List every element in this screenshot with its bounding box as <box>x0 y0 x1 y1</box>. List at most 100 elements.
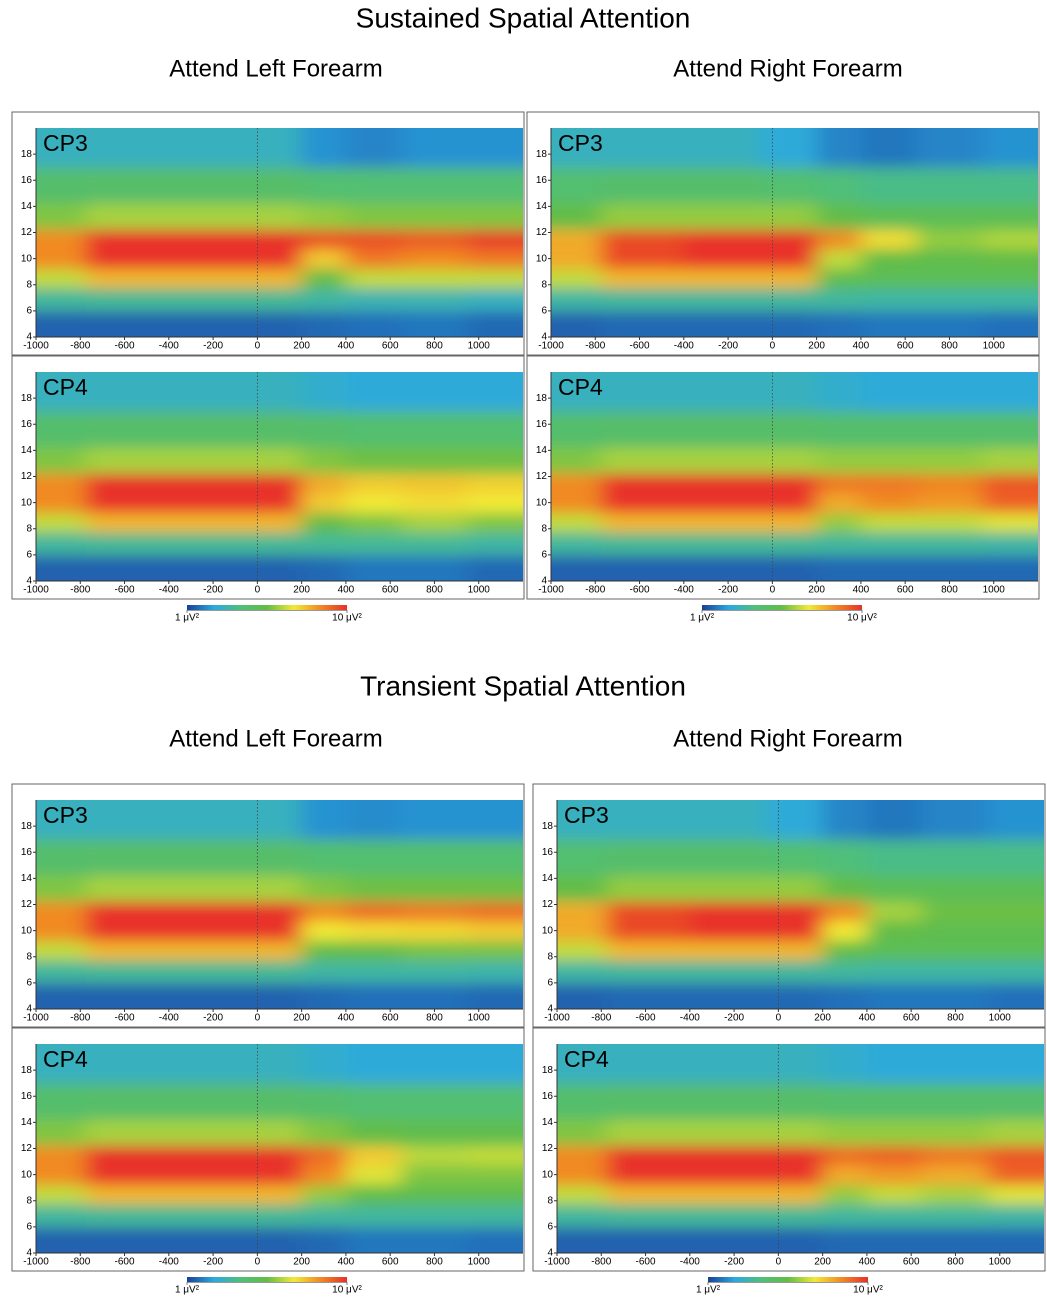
x-tick-label: 0 <box>776 1013 782 1024</box>
heatmap-cell <box>600 268 685 289</box>
heatmap-cell <box>600 203 685 230</box>
y-tick-label: 14 <box>21 1117 33 1128</box>
heatmap-cell <box>816 411 862 448</box>
column-title: Attend Right Forearm <box>673 725 902 752</box>
heatmap-cell <box>467 310 523 337</box>
colorbar-label: 1 μV² <box>696 1285 721 1296</box>
x-tick-label: -400 <box>159 1013 179 1024</box>
heatmap-cell <box>683 492 762 513</box>
heatmap-cell <box>988 875 1044 902</box>
x-tick-label: 0 <box>776 1257 782 1268</box>
heatmap-cell <box>557 940 608 961</box>
heatmap-cell <box>467 532 523 556</box>
colorbar <box>702 605 862 610</box>
heatmap-cell <box>301 1083 347 1120</box>
x-tick-label: -400 <box>674 341 694 352</box>
heatmap-cell <box>689 1164 768 1185</box>
heatmap-cell <box>816 372 862 412</box>
heatmap-cells <box>551 372 1038 581</box>
heatmap-cell <box>168 1226 247 1253</box>
heatmap-cell <box>988 1044 1044 1084</box>
heatmap-cell <box>401 1145 469 1166</box>
heatmap-cell <box>916 167 984 204</box>
heatmap-cell <box>246 268 303 289</box>
heatmap-cell <box>689 1204 768 1228</box>
heatmap-cell <box>467 372 523 412</box>
heatmap-cell <box>36 268 87 289</box>
heatmap-cell <box>860 310 917 337</box>
heatmap-cell <box>467 1184 523 1205</box>
heatmap-cell <box>36 473 87 494</box>
heatmap-cell <box>85 288 170 312</box>
heatmap-cell <box>916 473 984 494</box>
x-tick-label: 200 <box>814 1013 831 1024</box>
heatmap-cell <box>168 447 247 474</box>
x-tick-label: 1000 <box>468 341 491 352</box>
heatmap-cell <box>761 128 818 168</box>
channel-label: CP4 <box>558 374 603 400</box>
heatmap-cell <box>922 1226 990 1253</box>
heatmap-cell <box>600 532 685 556</box>
heatmap-cell <box>816 492 862 513</box>
heatmap <box>36 372 523 581</box>
heatmap-cell <box>767 839 824 876</box>
heatmap-cell <box>860 447 917 474</box>
heatmap-cell <box>345 492 402 513</box>
heatmap-cell <box>345 447 402 474</box>
heatmap-cell <box>401 1083 469 1120</box>
heatmap-cell <box>401 203 469 230</box>
heatmap-cell <box>168 1119 247 1146</box>
heatmap-cell <box>866 982 923 1009</box>
y-tick-label: 10 <box>21 1169 33 1180</box>
heatmap-cell <box>85 512 170 533</box>
heatmap-cell <box>822 1204 868 1228</box>
heatmap-cell <box>401 960 469 984</box>
heatmap-cell <box>689 1083 768 1120</box>
heatmap-cell <box>467 960 523 984</box>
heatmap-cell <box>767 1164 824 1185</box>
heatmap-cell <box>36 492 87 513</box>
heatmap-cell <box>689 1119 768 1146</box>
y-tick-label: 8 <box>541 523 547 534</box>
colorbar <box>187 1277 347 1282</box>
heatmap-cell <box>467 128 523 168</box>
heatmap-cell <box>467 982 523 1009</box>
heatmap-cell <box>168 960 247 984</box>
heatmap-cell <box>922 875 990 902</box>
heatmap-cell <box>767 901 824 922</box>
heatmap-cell <box>761 372 818 412</box>
heatmap-cell <box>988 839 1044 876</box>
heatmap-cell <box>246 288 303 312</box>
heatmap-cell <box>767 1184 824 1205</box>
heatmap-cell <box>301 128 347 168</box>
x-tick-label: 1000 <box>989 1257 1012 1268</box>
channel-label: CP4 <box>43 1046 88 1072</box>
heatmap-cell <box>988 982 1044 1009</box>
heatmap-cell <box>557 1119 608 1146</box>
y-tick-label: 16 <box>21 847 33 858</box>
heatmap-cells <box>557 1044 1044 1253</box>
y-tick-label: 6 <box>26 978 32 989</box>
heatmap-cell <box>246 128 303 168</box>
heatmap-cell <box>551 128 602 168</box>
heatmap-cell <box>916 372 984 412</box>
y-tick-label: 18 <box>542 821 554 832</box>
heatmap-cell <box>36 532 87 556</box>
heatmap-cell <box>767 960 824 984</box>
heatmap-cell <box>467 288 523 312</box>
y-tick-label: 10 <box>542 1169 554 1180</box>
heatmap-cell <box>988 800 1044 840</box>
heatmap-cell <box>345 1119 402 1146</box>
heatmap-cell <box>916 268 984 289</box>
heatmap-cell <box>168 920 247 941</box>
heatmap-cell <box>557 839 608 876</box>
heatmap-cell <box>600 512 685 533</box>
heatmap-cell <box>168 167 247 204</box>
x-tick-label: -200 <box>724 1013 744 1024</box>
y-tick-label: 14 <box>542 873 554 884</box>
heatmap-cell <box>36 1083 87 1120</box>
heatmap-cell <box>301 1119 347 1146</box>
x-tick-label: -1000 <box>23 1257 49 1268</box>
heatmap <box>36 800 523 1009</box>
heatmap-cell <box>246 554 303 581</box>
